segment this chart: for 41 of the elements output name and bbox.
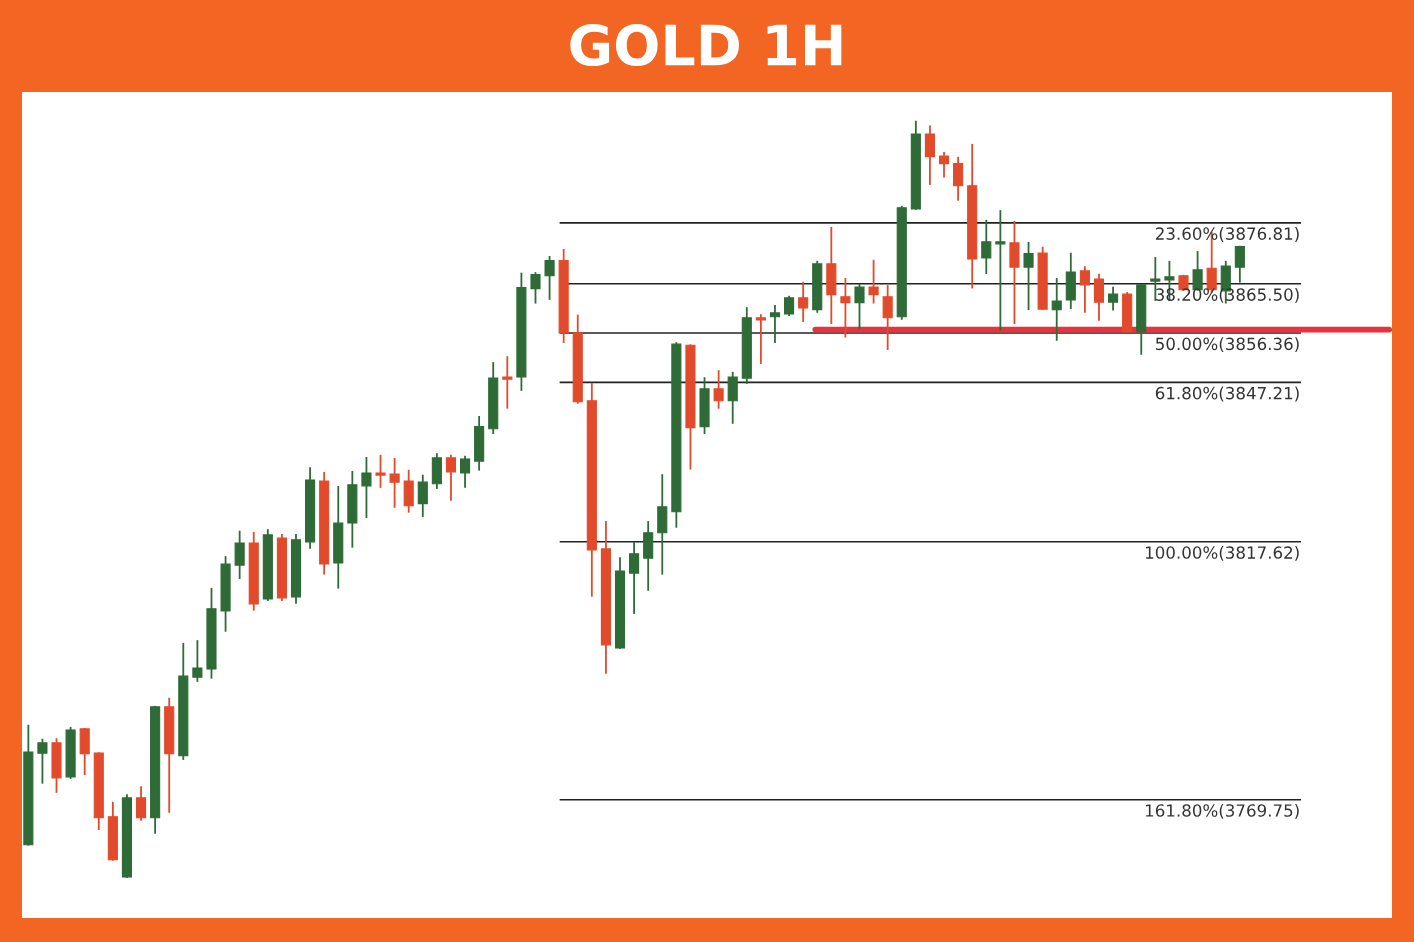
candlestick — [868, 259, 879, 304]
candlestick — [1234, 245, 1245, 283]
candlestick — [530, 272, 541, 304]
candlestick — [783, 295, 795, 316]
chart-title: GOLD 1H — [570, 24, 842, 67]
candlestick — [840, 278, 851, 338]
candlestick — [953, 156, 964, 201]
candlestick — [769, 305, 781, 343]
candlestick — [1093, 273, 1105, 321]
candlestick — [924, 125, 935, 186]
candlestick — [1079, 266, 1090, 313]
candlestick — [37, 738, 48, 784]
candlestick — [1051, 278, 1062, 341]
candlestick — [755, 314, 766, 364]
candlestick — [798, 281, 809, 322]
candlestick — [629, 542, 640, 614]
candlestick — [713, 370, 724, 409]
candlestick — [361, 456, 372, 519]
ref-line-label: 161.80%(3769.75) — [1145, 803, 1299, 819]
ref-line-label: 23.60%(3876.81) — [1155, 227, 1299, 242]
candlestick — [995, 210, 1006, 331]
ref-line-label: 50.00%(3856.36) — [1156, 337, 1299, 353]
candlestick — [234, 530, 245, 579]
candlestick — [459, 455, 471, 488]
candlestick — [375, 454, 386, 488]
candlestick — [135, 786, 147, 821]
candlestick — [544, 255, 555, 300]
candlestick — [389, 458, 400, 508]
candlestick — [417, 474, 428, 517]
candlestick — [727, 371, 738, 424]
candlestick — [502, 356, 513, 409]
ref-line-label: 100.00%(3817.62) — [1145, 545, 1299, 561]
candlestick — [854, 283, 865, 329]
candlestick — [882, 285, 893, 350]
ref-line-label: 61.80%(3847.21) — [1155, 386, 1299, 402]
candlestick — [445, 454, 457, 501]
candlestick — [1023, 241, 1034, 311]
candlestick — [981, 219, 992, 274]
candlestick — [1108, 286, 1119, 311]
candlestick — [938, 151, 950, 178]
candlestick — [192, 640, 203, 682]
